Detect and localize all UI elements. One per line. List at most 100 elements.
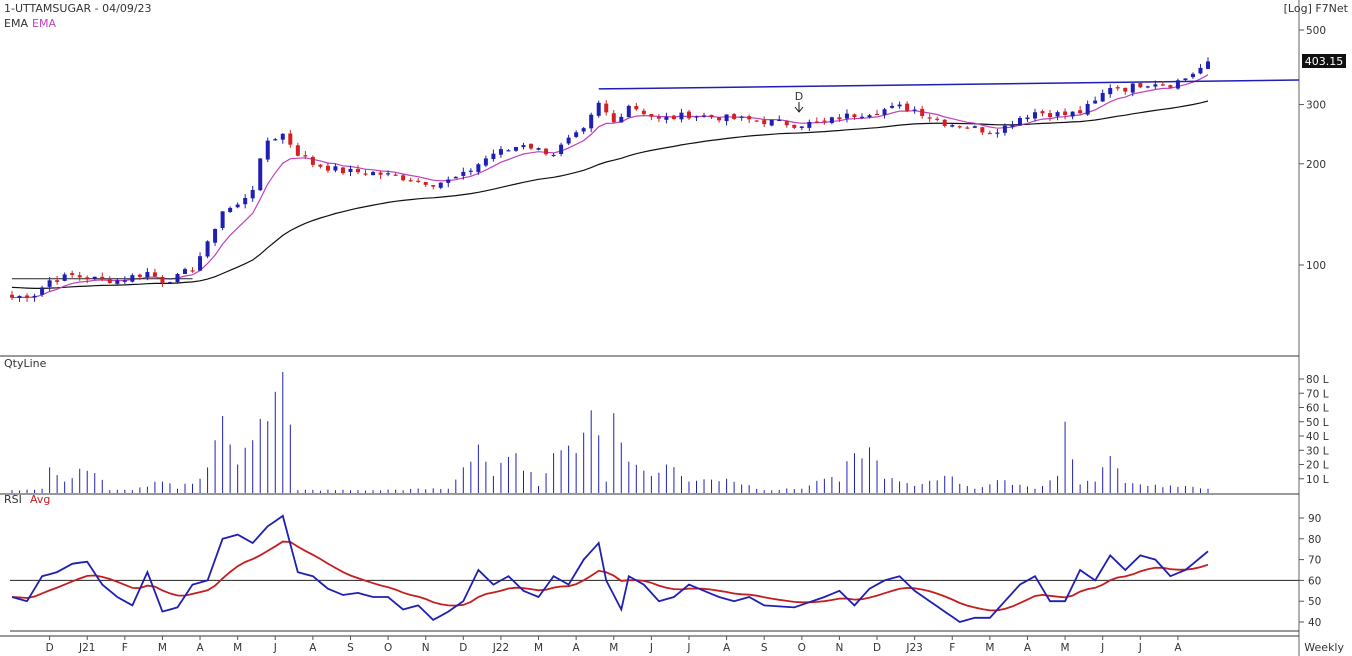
candle [686, 109, 691, 120]
volume-tick-label: 20 L [1306, 460, 1329, 472]
x-tick-label: S [761, 642, 768, 654]
candle [536, 147, 541, 151]
candle [371, 171, 376, 176]
candle [295, 142, 300, 157]
annotation-label: D [795, 90, 803, 103]
x-tick-label: M [233, 642, 242, 654]
candle [927, 113, 932, 122]
rsi-tick-label: 80 [1308, 534, 1321, 546]
candle [483, 155, 488, 168]
candle [1115, 85, 1120, 91]
candle [837, 113, 842, 122]
candle [604, 100, 609, 116]
price-tick-label: 100 [1306, 260, 1326, 272]
candle [717, 117, 722, 123]
x-tick-label: J23 [905, 642, 922, 654]
candle [348, 165, 353, 177]
candle [619, 113, 624, 123]
candle [656, 113, 661, 123]
volume-tick-label: 10 L [1306, 474, 1329, 486]
rsi-tick-label: 70 [1308, 555, 1321, 567]
candle [40, 285, 45, 297]
candle [890, 102, 895, 109]
candle [754, 119, 759, 122]
candle [273, 137, 278, 141]
candle [32, 293, 37, 302]
candle [17, 295, 22, 302]
candle [468, 168, 473, 176]
candle [100, 272, 105, 282]
candle [995, 128, 1000, 138]
candle [453, 176, 458, 179]
volume-tick-label: 30 L [1306, 445, 1329, 457]
x-tick-label: M [1061, 642, 1070, 654]
candle [844, 109, 849, 123]
x-tick-label: S [347, 642, 354, 654]
candle [611, 110, 616, 123]
candle [250, 185, 255, 202]
candle [664, 112, 669, 124]
candle [310, 155, 315, 168]
candle [243, 194, 248, 209]
candle [739, 115, 744, 121]
candle [498, 146, 503, 158]
candle [258, 158, 263, 192]
candle [1138, 83, 1143, 89]
candle [137, 273, 142, 281]
x-tick-label: J [1100, 642, 1104, 654]
candle [769, 119, 774, 127]
rsi-tick-label: 50 [1308, 596, 1321, 608]
rsi-avg-line [11, 540, 1209, 612]
candle [852, 113, 857, 121]
candle [62, 272, 67, 282]
x-tick-label: J22 [492, 642, 509, 654]
volume-panel-label: QtyLine [4, 357, 47, 370]
candle [792, 124, 797, 129]
candle [416, 177, 421, 183]
candle [318, 164, 323, 169]
candle [115, 278, 120, 286]
ema-label-1: EMA [4, 17, 28, 30]
candle [1032, 108, 1037, 122]
candle [897, 101, 902, 109]
price-tick-label: 300 [1306, 100, 1326, 112]
candle [438, 182, 443, 190]
x-tick-label: M [985, 642, 994, 654]
candle [671, 114, 676, 121]
x-tick-label: F [949, 642, 955, 654]
rsi-tick-label: 90 [1308, 513, 1321, 525]
candle [160, 275, 165, 287]
x-tick-label: N [422, 642, 430, 654]
candle [1070, 111, 1075, 120]
candle [596, 100, 601, 118]
candle [1153, 80, 1158, 89]
volume-tick-label: 80 L [1306, 374, 1329, 386]
candle [288, 130, 293, 148]
x-tick-label: A [1174, 642, 1182, 654]
candle [626, 104, 631, 118]
candle [55, 275, 60, 285]
x-tick-label: J [686, 642, 690, 654]
candle [1100, 89, 1105, 103]
x-tick-label: A [573, 642, 581, 654]
candle [378, 170, 383, 180]
candle [1183, 78, 1188, 82]
candle [340, 166, 345, 175]
x-tick-label: M [158, 642, 167, 654]
volume-tick-label: 70 L [1306, 388, 1329, 400]
x-tick-label: A [196, 642, 204, 654]
candle [709, 114, 714, 120]
annotation-arrow [794, 102, 804, 113]
candle [1145, 85, 1150, 89]
period-label: Weekly [1304, 641, 1344, 654]
x-tick-label: F [122, 642, 128, 654]
last-price-tag [1302, 54, 1346, 68]
candle [491, 149, 496, 162]
candle [107, 276, 112, 284]
candle [303, 151, 308, 160]
candle [167, 281, 172, 284]
x-tick-label: A [309, 642, 317, 654]
last-price-value: 403.15 [1305, 55, 1344, 68]
rsi-panel-label: RSI [4, 493, 22, 506]
